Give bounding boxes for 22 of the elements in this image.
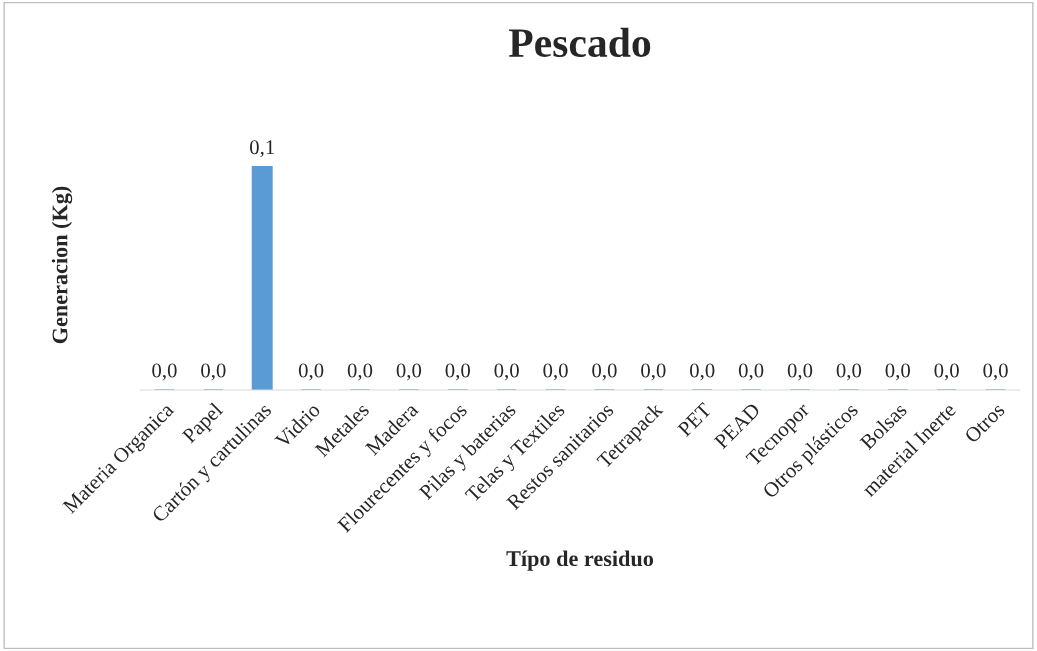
y-axis-title: Generacion (Kg) — [51, 186, 73, 344]
x-axis-title: Típo de residuo — [506, 550, 654, 571]
data-label: 0,0 — [787, 363, 813, 381]
data-label: 0,0 — [494, 363, 519, 381]
data-label: 0,0 — [152, 363, 177, 381]
x-tick-label: PET — [677, 401, 713, 438]
data-label: 0,0 — [201, 363, 226, 381]
data-label: 0,0 — [543, 363, 568, 381]
data-label: 0,0 — [641, 363, 666, 381]
data-label: 0,1 — [250, 140, 274, 158]
chart-title: Pescado — [508, 27, 651, 58]
data-label: 0,0 — [592, 363, 617, 381]
data-label: 0,0 — [836, 363, 862, 381]
data-label: 0,0 — [396, 363, 422, 381]
data-label: 0,0 — [885, 363, 910, 381]
data-label: 0,0 — [738, 363, 764, 381]
data-label: 0,0 — [445, 363, 470, 381]
data-label: 0,0 — [690, 363, 715, 381]
data-label: 0,0 — [298, 363, 324, 381]
data-label: 0,0 — [934, 363, 959, 381]
data-label: 0,0 — [347, 363, 373, 381]
data-label: 0,0 — [983, 363, 1008, 381]
